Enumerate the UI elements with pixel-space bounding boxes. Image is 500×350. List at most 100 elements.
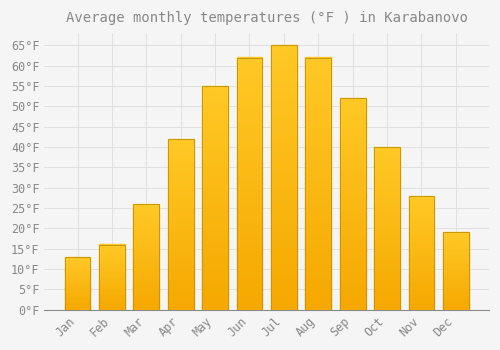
Bar <box>64 271 90 272</box>
Bar <box>64 274 90 275</box>
Bar <box>99 276 125 277</box>
Bar <box>271 304 297 310</box>
Bar <box>306 183 331 189</box>
Bar <box>236 264 262 270</box>
Bar <box>99 264 125 266</box>
Bar <box>236 189 262 194</box>
Bar <box>236 58 262 310</box>
Bar <box>443 251 468 253</box>
Bar <box>408 273 434 275</box>
Bar <box>271 108 297 114</box>
Bar <box>340 221 365 225</box>
Bar <box>134 231 159 233</box>
Bar <box>271 130 297 135</box>
Bar <box>64 260 90 261</box>
Bar <box>271 93 297 98</box>
Bar <box>271 225 297 230</box>
Bar <box>271 251 297 257</box>
Bar <box>202 251 228 256</box>
Bar <box>306 88 331 93</box>
Bar <box>271 220 297 225</box>
Bar <box>202 278 228 283</box>
Bar <box>443 235 468 237</box>
Bar <box>134 206 159 208</box>
Bar <box>374 147 400 310</box>
Bar <box>374 209 400 212</box>
Bar <box>408 200 434 203</box>
Bar <box>202 162 228 167</box>
Bar <box>168 251 194 255</box>
Bar <box>134 204 159 206</box>
Bar <box>134 280 159 282</box>
Bar <box>168 221 194 224</box>
Bar <box>408 196 434 310</box>
Bar <box>374 258 400 261</box>
Bar <box>202 135 228 140</box>
Bar <box>202 233 228 238</box>
Bar <box>64 287 90 289</box>
Bar <box>443 294 468 296</box>
Bar <box>374 166 400 170</box>
Bar <box>408 271 434 273</box>
Bar <box>443 259 468 260</box>
Bar <box>64 298 90 299</box>
Bar <box>99 291 125 293</box>
Bar <box>64 297 90 298</box>
Bar <box>408 287 434 289</box>
Bar <box>306 98 331 103</box>
Bar <box>340 238 365 242</box>
Bar <box>408 203 434 205</box>
Bar <box>408 303 434 305</box>
Bar <box>306 244 331 249</box>
Bar <box>271 246 297 252</box>
Bar <box>271 46 297 310</box>
Bar <box>168 245 194 248</box>
Bar <box>443 270 468 271</box>
Bar <box>236 103 262 108</box>
Bar <box>271 77 297 82</box>
Bar <box>99 269 125 271</box>
Bar <box>202 113 228 117</box>
Bar <box>340 250 365 255</box>
Bar <box>271 50 297 56</box>
Bar <box>340 106 365 111</box>
Bar <box>236 259 262 264</box>
Bar <box>202 166 228 171</box>
Bar <box>202 216 228 220</box>
Bar <box>443 237 468 239</box>
Bar <box>271 45 297 51</box>
Bar <box>408 218 434 221</box>
Bar <box>236 78 262 83</box>
Bar <box>306 93 331 98</box>
Bar <box>408 259 434 262</box>
Bar <box>236 300 262 305</box>
Bar <box>202 126 228 131</box>
Bar <box>443 275 468 277</box>
Bar <box>64 257 90 310</box>
Bar <box>168 156 194 160</box>
Bar <box>271 72 297 77</box>
Bar <box>236 178 262 184</box>
Bar <box>443 271 468 273</box>
Bar <box>443 305 468 307</box>
Bar <box>271 267 297 273</box>
Bar <box>64 308 90 310</box>
Bar <box>340 301 365 306</box>
Bar <box>374 170 400 173</box>
Bar <box>202 104 228 108</box>
Bar <box>408 278 434 280</box>
Bar <box>99 285 125 286</box>
Bar <box>443 232 468 234</box>
Bar <box>236 244 262 249</box>
Bar <box>64 278 90 279</box>
Bar <box>340 132 365 136</box>
Bar <box>99 299 125 301</box>
Bar <box>340 153 365 158</box>
Bar <box>64 286 90 287</box>
Bar <box>236 98 262 103</box>
Bar <box>99 267 125 268</box>
Bar <box>202 225 228 229</box>
Bar <box>168 255 194 259</box>
Bar <box>374 303 400 307</box>
Bar <box>236 289 262 295</box>
